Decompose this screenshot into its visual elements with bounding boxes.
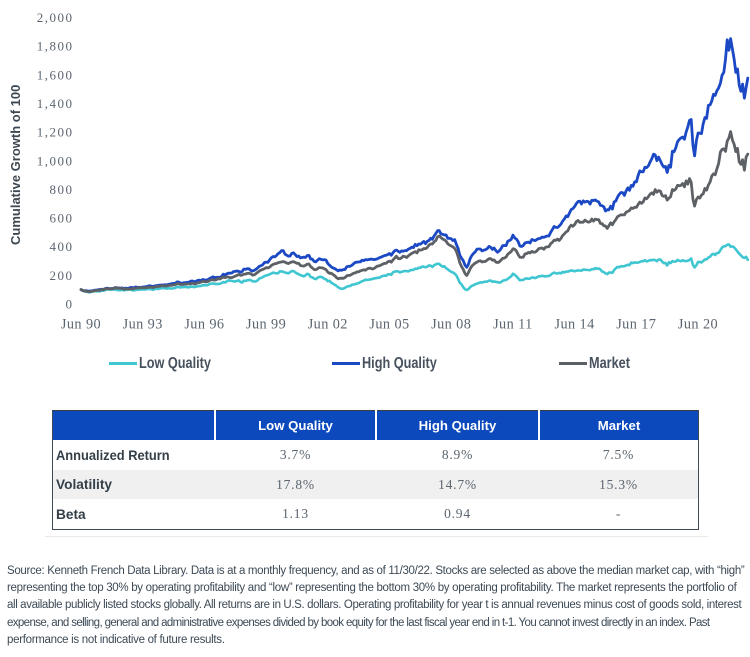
svg-text:Jun 02: Jun 02 [308, 317, 348, 333]
svg-text:Jun 11: Jun 11 [493, 317, 533, 333]
svg-text:400: 400 [50, 239, 74, 254]
svg-text:Jun 05: Jun 05 [369, 317, 409, 333]
svg-text:1,200: 1,200 [37, 125, 74, 140]
svg-text:Jun 14: Jun 14 [555, 317, 595, 333]
svg-text:1,400: 1,400 [37, 96, 74, 111]
svg-text:1,600: 1,600 [37, 67, 74, 82]
svg-text:Jun 93: Jun 93 [123, 317, 163, 333]
svg-text:200: 200 [50, 268, 74, 283]
svg-text:Jun 96: Jun 96 [184, 317, 224, 333]
svg-text:Jun 17: Jun 17 [616, 317, 656, 333]
svg-text:0: 0 [66, 297, 74, 312]
svg-text:800: 800 [50, 182, 74, 197]
svg-text:2,000: 2,000 [37, 10, 74, 25]
svg-text:1,800: 1,800 [37, 39, 74, 54]
svg-text:600: 600 [50, 211, 74, 226]
svg-text:Jun 90: Jun 90 [61, 317, 101, 333]
svg-text:Cumulative Growth of 100: Cumulative Growth of 100 [8, 85, 23, 245]
svg-text:Jun 08: Jun 08 [431, 317, 471, 333]
svg-text:Jun 99: Jun 99 [246, 317, 286, 333]
svg-text:1,000: 1,000 [37, 153, 74, 168]
svg-text:Jun 20: Jun 20 [678, 317, 718, 333]
